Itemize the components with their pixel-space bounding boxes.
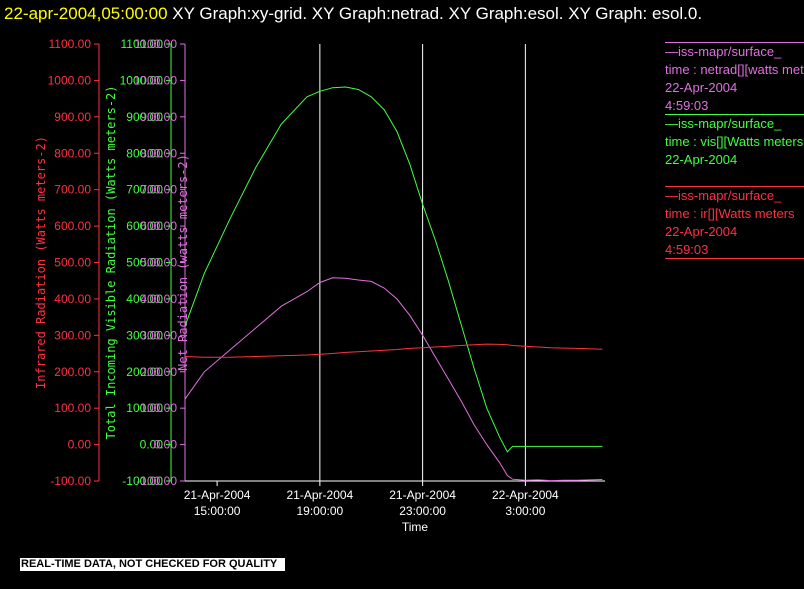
y-tick-label: 200.00 [126,365,163,379]
series-line-1 [184,86,603,453]
y-tick-label: 500.00 [54,256,91,270]
x-tick-label-date: 21-Apr-2004 [389,488,456,502]
x-tick-label-date: 21-Apr-2004 [287,488,354,502]
legend-source: —iss-mapr/surface_ [665,188,782,203]
legend-variable: time : netrad[][watts meters [665,62,804,77]
x-tick-label-date: 22-Apr-2004 [492,488,559,502]
graph-title-bar: 22-apr-2004,05:00:00 XY Graph:xy-grid. X… [4,2,794,25]
y-tick-label: 1000.00 [134,73,178,87]
legend-time: 4:59:03 [665,242,709,257]
series-line-0 [184,277,603,482]
y-axis-label: Net Radiation (watts meters-2) [176,154,190,371]
y-tick-label: 100.00 [140,401,177,415]
legend-source: —iss-mapr/surface_ [665,116,782,131]
y-tick-label: 700.00 [140,183,177,197]
y-axis-label: Total Incoming Visible Radiation (Watts … [104,85,118,439]
y-tick-label: 500.00 [140,256,177,270]
legend-date: 22-Apr-2004 [665,80,738,95]
y-tick-label: 1000.00 [120,73,164,87]
y-tick-label: 600.00 [126,219,163,233]
x-tick-label-time: 15:00:00 [194,504,241,518]
graph-titles: XY Graph:xy-grid. XY Graph:netrad. XY Gr… [172,4,703,23]
y-tick-label: 0.00 [68,438,92,452]
y-tick-label: -100.00 [50,474,91,488]
y-tick-label: 900.00 [126,110,163,124]
legend-time: 4:59:03 [665,98,709,113]
legend-date: 22-Apr-2004 [665,224,738,239]
y-tick-label: 0.00 [140,438,164,452]
y-tick-label: 1100.00 [121,37,164,51]
legend-divider [665,258,804,259]
legend-variable: time : ir[][Watts meters [665,206,795,221]
y-tick-label: 1100.00 [49,37,92,51]
legend-date: 22-Apr-2004 [665,152,738,167]
legend-entry-vis: —iss-mapr/surface_ time : vis[][Watts me… [665,114,804,169]
legend-source: —iss-mapr/surface_ [665,44,782,59]
y-tick-label: 400.00 [140,292,177,306]
x-axis-label: Time [402,520,429,534]
y-tick-label: 1000.00 [48,73,92,87]
y-tick-label: 700.00 [126,183,163,197]
y-tick-label: 900.00 [140,110,177,124]
y-tick-label: 700.00 [54,183,91,197]
y-axis-label: Infrared Radiation (Watts meters-2) [34,136,48,389]
y-tick-label: 600.00 [54,219,91,233]
x-tick-label-time: 19:00:00 [297,504,344,518]
y-tick-label: 200.00 [54,365,91,379]
y-tick-label: 900.00 [54,110,91,124]
x-tick-label-date: 21-Apr-2004 [184,488,251,502]
x-tick-label-time: 3:00:00 [505,504,545,518]
y-tick-label: 0.00 [154,438,178,452]
y-tick-label: 100.00 [126,401,163,415]
y-tick-label: -100.00 [136,474,177,488]
legend-variable: time : vis[][Watts meters [665,134,804,149]
legend-entry-netrad: —iss-mapr/surface_ time : netrad[][watts… [665,42,804,115]
y-tick-label: 800.00 [54,146,91,160]
quality-notice: REAL-TIME DATA, NOT CHECKED FOR QUALITY [20,558,286,571]
y-tick-label: 300.00 [140,328,177,342]
y-tick-label: 800.00 [126,146,163,160]
y-tick-label: 300.00 [126,328,163,342]
y-tick-label: 500.00 [126,256,163,270]
y-tick-label: 600.00 [140,219,177,233]
series-line-2 [184,343,603,358]
y-tick-label: 400.00 [126,292,163,306]
x-tick-label-time: 23:00:00 [399,504,446,518]
y-tick-label: 1100.00 [135,37,178,51]
y-tick-label: 800.00 [140,146,177,160]
y-tick-label: 300.00 [54,328,91,342]
y-tick-label: -100.00 [122,474,163,488]
y-tick-label: 200.00 [140,365,177,379]
legend-entry-ir: —iss-mapr/surface_ time : ir[][Watts met… [665,186,804,259]
y-tick-label: 100.00 [54,401,91,415]
timestamp: 22-apr-2004,05:00:00 [4,4,168,23]
y-tick-label: 400.00 [54,292,91,306]
